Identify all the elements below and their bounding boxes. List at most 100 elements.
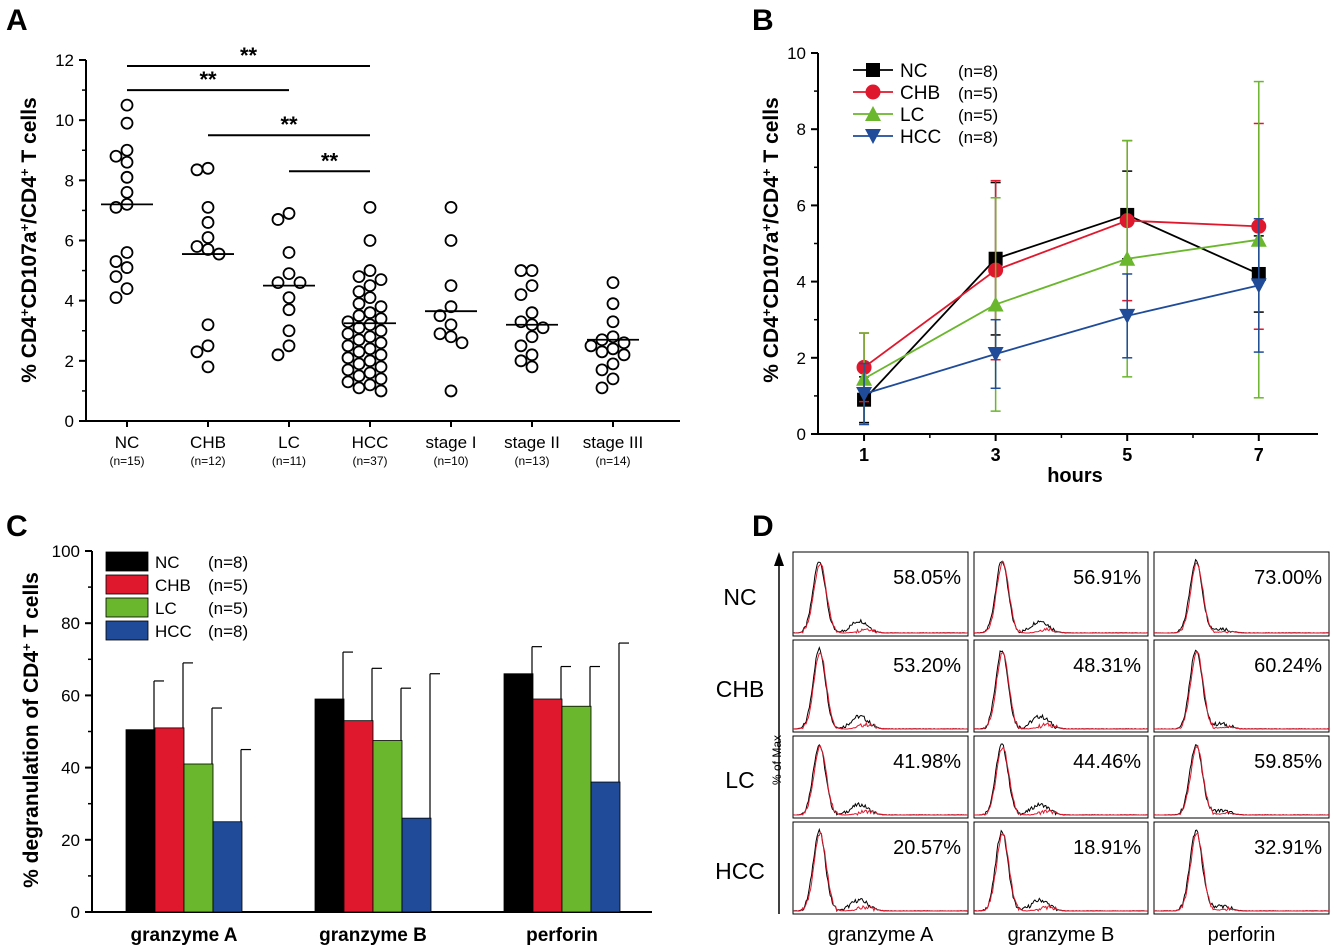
panel-d-histogram-frame bbox=[1153, 551, 1330, 637]
panel-b-series-line-hcc bbox=[863, 284, 1259, 395]
panel-a-data-point bbox=[606, 342, 620, 356]
panel-a-data-point bbox=[363, 354, 377, 368]
panel-d-percent-label: 60.24% bbox=[1254, 655, 1322, 677]
panel-a-data-point bbox=[190, 240, 204, 253]
panel-a-data-point bbox=[525, 306, 539, 320]
panel-c-legend-name: HCC bbox=[155, 622, 192, 641]
panel-b-legend-marker bbox=[865, 129, 881, 144]
panel-d-trace-stimulated bbox=[792, 652, 969, 730]
panel-a-data-point bbox=[514, 288, 528, 302]
panel-d-histogram-frame bbox=[1153, 821, 1330, 915]
panel-b-y-label-part: + bbox=[759, 168, 774, 176]
panel-a-y-tick-label: 4 bbox=[65, 292, 74, 311]
panel-b-data-point-lc bbox=[1119, 250, 1136, 266]
panel-a-data-point bbox=[201, 318, 215, 332]
panel-a-data-point bbox=[455, 336, 469, 350]
panel-d-y-label: % of Max bbox=[770, 735, 784, 785]
panel-c-bar-lc bbox=[183, 763, 214, 913]
panel-d-trace-stimulated bbox=[974, 833, 1149, 912]
panel-d-trace-stimulated bbox=[973, 651, 1149, 730]
panel-b-legend-n: (n=8) bbox=[958, 128, 998, 147]
panel-c-legend-n: (n=5) bbox=[208, 576, 248, 595]
panel-letter-d: D bbox=[752, 510, 774, 543]
panel-c-category-label: perforin bbox=[526, 925, 598, 946]
panel-d-column-label: perforin bbox=[1208, 924, 1276, 946]
panel-a-category-label: LC bbox=[278, 433, 300, 452]
panel-b-y-label-part: % CD4 bbox=[760, 316, 783, 383]
panel-a-data-point bbox=[201, 243, 215, 256]
panel-c-legend-name: CHB bbox=[155, 576, 191, 595]
panel-a-data-point bbox=[201, 339, 215, 353]
panel-a-data-point bbox=[363, 306, 377, 320]
panel-a-data-point bbox=[606, 372, 620, 386]
panel-a-data-point bbox=[514, 339, 528, 353]
panel-a-data-point bbox=[109, 255, 123, 268]
panel-a-data-point bbox=[363, 366, 377, 380]
panel-b-legend-n: (n=5) bbox=[958, 106, 998, 125]
panel-c-legend-n: (n=5) bbox=[208, 599, 248, 618]
panel-c-legend-swatch bbox=[105, 574, 149, 595]
panel-b-data-point-hcc bbox=[987, 346, 1004, 362]
panel-c-legend-swatch bbox=[105, 620, 149, 641]
panel-a-significance-label: ** bbox=[280, 112, 298, 137]
panel-a-data-point bbox=[282, 291, 296, 305]
panel-d-row-label: HCC bbox=[715, 858, 765, 884]
panel-a-data-point bbox=[584, 339, 598, 353]
panel-c-category-label: granzyme B bbox=[319, 925, 427, 946]
panel-b-data-point-hcc bbox=[1250, 278, 1267, 294]
panel-b-x-tick-label: 3 bbox=[991, 445, 1001, 465]
panel-a-data-point bbox=[352, 333, 366, 347]
panel-a-category-n: (n=10) bbox=[433, 454, 468, 468]
panel-b-y-label-part: + bbox=[759, 308, 774, 316]
panel-d-row-label: LC bbox=[725, 767, 754, 793]
panel-b-y-tick-label: 8 bbox=[797, 120, 806, 139]
panel-b-legend-marker bbox=[865, 106, 881, 121]
panel-a-data-point bbox=[433, 309, 447, 323]
panel-b-x-tick-label: 7 bbox=[1254, 445, 1264, 465]
panel-d-percent-label: 58.05% bbox=[893, 567, 961, 589]
panel-a-data-point bbox=[363, 330, 377, 344]
panel-a-category-n: (n=11) bbox=[272, 454, 306, 468]
panel-a-data-point bbox=[190, 163, 204, 177]
panel-c-bar-chart: 0 20 40 60 80 100 % degranulation of CD4+ T ce… bbox=[19, 542, 652, 946]
panel-c-bar-nc bbox=[125, 729, 156, 913]
panel-a-y-tick-label: 2 bbox=[65, 352, 74, 371]
panel-a-data-point bbox=[120, 143, 134, 157]
panel-a-data-point bbox=[201, 161, 215, 175]
panel-a-data-point bbox=[525, 360, 539, 374]
panel-a-data-point bbox=[282, 324, 296, 338]
panel-d-histogram-frame bbox=[973, 639, 1149, 733]
panel-d-trace-stimulated bbox=[973, 560, 1149, 634]
panel-b-data-point-hcc bbox=[1119, 308, 1136, 324]
panel-a-data-point bbox=[595, 345, 609, 359]
panel-a-category-label: CHB bbox=[190, 433, 226, 452]
panel-a-data-point bbox=[514, 354, 528, 368]
panel-d-trace-stimulated bbox=[1153, 562, 1329, 634]
panel-a-data-point bbox=[363, 264, 377, 277]
panel-d-trace-stimulated bbox=[792, 831, 969, 913]
panel-a-data-point bbox=[444, 234, 458, 247]
panel-d-column-label: granzyme B bbox=[1008, 924, 1115, 946]
panel-d-trace-stimulated bbox=[793, 563, 968, 634]
panel-a-data-point bbox=[363, 342, 377, 356]
panel-d-histogram-frame bbox=[792, 551, 969, 637]
panel-a-data-point bbox=[374, 312, 388, 326]
panel-a-category-n: (n=14) bbox=[595, 454, 630, 468]
panel-b-y-label-part: + bbox=[759, 224, 774, 232]
panel-a-category-n: (n=15) bbox=[109, 454, 144, 468]
panel-c-legend-swatch bbox=[105, 551, 149, 572]
panel-a-data-point bbox=[341, 315, 355, 329]
panel-a-data-point bbox=[606, 357, 620, 371]
panel-d-percent-label: 44.46% bbox=[1073, 751, 1141, 773]
panel-letter-a: A bbox=[6, 4, 28, 37]
panel-b-legend-n: (n=8) bbox=[958, 62, 998, 81]
panel-d-histogram-frame bbox=[1153, 735, 1330, 819]
panel-b-legend-name: NC bbox=[900, 61, 927, 82]
panel-a-data-point bbox=[444, 300, 458, 314]
panel-b-series-line-lc bbox=[863, 238, 1259, 380]
panel-a-data-point bbox=[282, 303, 296, 317]
panel-d-trace-stimulated bbox=[1153, 744, 1330, 816]
panel-d-percent-label: 32.91% bbox=[1254, 837, 1322, 859]
